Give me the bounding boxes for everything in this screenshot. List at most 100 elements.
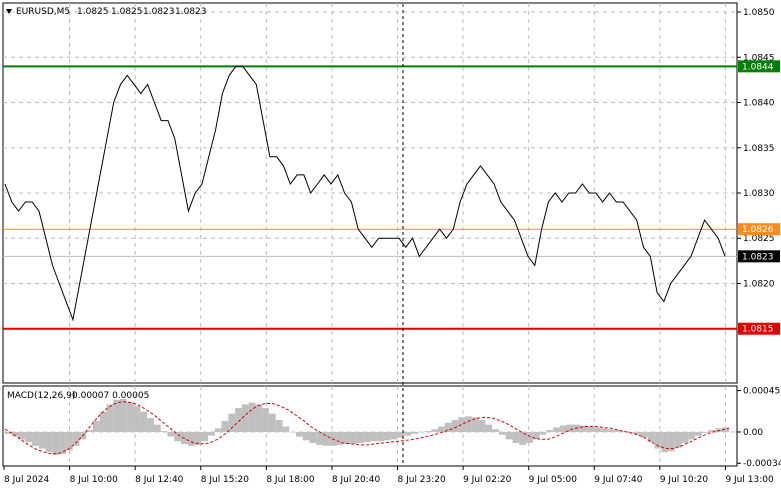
macd-histogram-bar (194, 432, 202, 445)
price-tick-label: 1.0830 (743, 189, 775, 199)
macd-histogram-bar (106, 404, 114, 432)
macd-histogram-bar (370, 432, 378, 442)
macd-histogram-bar (593, 427, 601, 432)
macd-title: MACD(12,26,9) (7, 391, 75, 401)
macd-histogram-bar (708, 430, 716, 432)
price-tick-label: 1.0820 (743, 279, 775, 289)
macd-histogram-bar (160, 431, 168, 432)
macd-histogram-bar (65, 432, 73, 451)
macd-histogram-bar (248, 402, 256, 432)
macd-histogram-bar (377, 432, 384, 442)
macd-histogram-bar (674, 432, 682, 448)
macd-histogram-bar (38, 432, 46, 449)
macd-histogram-bar (668, 432, 675, 452)
time-tick-label: 8 Jul 20:40 (332, 475, 381, 485)
macd-histogram-bar (133, 406, 141, 432)
macd-histogram-bar (208, 432, 215, 436)
macd-histogram-bar (343, 432, 351, 444)
current-price-line-label: 1.0823 (742, 252, 774, 262)
ohlc-close: 1.0823 (175, 7, 207, 17)
macd-signal-line (4, 401, 730, 455)
support-line-badge (738, 322, 780, 335)
support-line-label: 1.0815 (742, 325, 774, 335)
macd-histogram-bar (404, 432, 411, 436)
macd-histogram-bar (268, 413, 276, 432)
macd-histogram-bar (586, 426, 594, 432)
macd-histogram-bar (722, 427, 729, 432)
macd-tick-label: 0.00 (743, 428, 763, 438)
macd-histogram-bar (492, 429, 499, 432)
macd-histogram-bar (417, 432, 425, 433)
macd-histogram-bar (424, 431, 432, 432)
macd-histogram-bar (113, 399, 121, 432)
macd-histogram-bar (390, 432, 398, 440)
macd-histogram-bar (241, 404, 249, 432)
macd-histogram-bar (688, 432, 696, 440)
macd-histogram-bar (471, 417, 479, 432)
macd-histogram-bar (221, 420, 229, 432)
macd-histogram-bar (505, 432, 513, 440)
macd-histogram-bar (478, 420, 486, 432)
chart-header: EURUSD,M5 1.0825 1.0825 1.0823 1.0823 (6, 7, 207, 17)
time-tick-label: 8 Jul 23:20 (398, 475, 447, 485)
macd-histogram-bar (18, 432, 26, 440)
ohlc-open: 1.0825 (77, 7, 109, 17)
macd-histogram-bar (559, 425, 567, 432)
price-tick-label: 1.0835 (743, 144, 775, 154)
time-tick-label: 9 Jul 13:00 (725, 475, 774, 485)
macd-histogram-bar (140, 411, 148, 432)
macd-histogram-bar (553, 427, 560, 432)
macd-histogram-bar (72, 432, 80, 446)
macd-histogram-bar (485, 424, 493, 432)
macd-values: 0.00007 0.00005 (72, 391, 149, 401)
macd-series (4, 398, 730, 455)
dropdown-triangle-icon[interactable] (6, 9, 12, 14)
macd-histogram-bar (566, 424, 574, 432)
macd-histogram-bar (397, 432, 405, 438)
macd-histogram-bar (411, 432, 418, 434)
time-tick-label: 8 Jul 18:00 (266, 475, 315, 485)
macd-histogram-bar (546, 430, 554, 432)
macd-histogram-bar (695, 432, 702, 436)
pivot-line-label: 1.0826 (742, 225, 774, 235)
macd-histogram-bar (282, 426, 290, 432)
macd-header: MACD(12,26,9) 0.00007 0.00005 (7, 391, 149, 401)
macd-histogram-bar (451, 420, 459, 432)
macd-histogram-bar (539, 432, 547, 435)
macd-histogram-bar (498, 432, 506, 435)
price-tick-label: 1.0850 (743, 8, 775, 18)
time-tick-label: 9 Jul 10:20 (660, 475, 709, 485)
price-line (4, 65, 726, 322)
price-tick-label: 1.0845 (743, 53, 775, 63)
macd-tick-label: 0.00045 (743, 387, 780, 397)
macd-histogram-bar (580, 425, 587, 432)
macd-histogram-bar (93, 420, 100, 432)
price-pane[interactable] (2, 2, 738, 384)
macd-histogram-bar (262, 408, 269, 432)
ohlc-high: 1.0825 (111, 7, 143, 17)
macd-histogram-bar (59, 432, 66, 455)
macd-histogram-bar (336, 432, 344, 445)
macd-histogram-bar (647, 432, 655, 443)
macd-histogram-bar (235, 408, 242, 432)
macd-histogram-bar (350, 432, 357, 444)
macd-histogram-bar (11, 432, 19, 437)
macd-histogram-bar (519, 432, 526, 445)
macd-histogram-bar (167, 432, 175, 437)
macd-histogram-bar (45, 432, 53, 453)
price-series (4, 65, 726, 322)
macd-histogram-bar (52, 432, 60, 455)
macd-histogram-bar (607, 429, 614, 432)
macd-histogram-bar (512, 432, 520, 443)
macd-histogram-bar (634, 432, 642, 435)
price-axis: 1.08501.08451.08401.08351.08301.08251.08… (737, 8, 780, 335)
macd-histogram-bar (309, 432, 317, 443)
time-tick-label: 9 Jul 02:20 (463, 475, 512, 485)
macd-histogram-bar (316, 432, 324, 445)
macd-histogram-bar (532, 432, 540, 440)
macd-histogram-bar (153, 424, 161, 432)
macd-histogram-bar (661, 432, 669, 453)
macd-histogram-bar (526, 432, 533, 443)
